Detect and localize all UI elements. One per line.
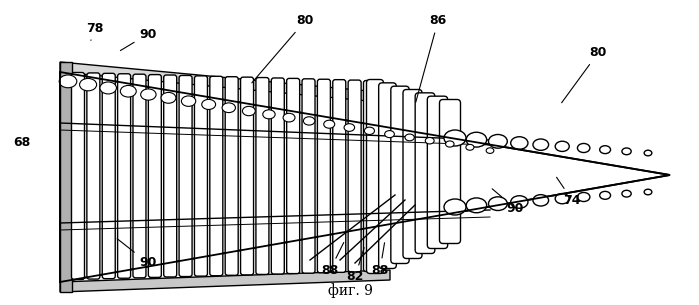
- Ellipse shape: [425, 138, 434, 144]
- Text: 82: 82: [346, 248, 364, 284]
- Ellipse shape: [140, 89, 156, 100]
- Ellipse shape: [364, 127, 375, 135]
- Text: 90: 90: [492, 189, 524, 214]
- FancyBboxPatch shape: [317, 79, 331, 273]
- Text: 86: 86: [416, 15, 447, 102]
- Ellipse shape: [489, 197, 507, 210]
- Text: 88: 88: [371, 243, 389, 277]
- Ellipse shape: [533, 139, 549, 150]
- Ellipse shape: [533, 195, 549, 206]
- Text: фиг. 9: фиг. 9: [328, 284, 373, 298]
- Polygon shape: [60, 62, 72, 292]
- Polygon shape: [60, 270, 390, 292]
- Ellipse shape: [622, 148, 631, 155]
- Ellipse shape: [466, 144, 474, 150]
- Ellipse shape: [243, 106, 255, 116]
- FancyBboxPatch shape: [194, 76, 208, 276]
- Text: 90: 90: [120, 27, 157, 51]
- Ellipse shape: [324, 120, 335, 128]
- Ellipse shape: [555, 141, 569, 152]
- Ellipse shape: [384, 131, 394, 138]
- FancyBboxPatch shape: [348, 80, 361, 272]
- Ellipse shape: [80, 78, 96, 91]
- Ellipse shape: [120, 85, 136, 97]
- Ellipse shape: [181, 96, 196, 106]
- Ellipse shape: [466, 132, 487, 147]
- FancyBboxPatch shape: [271, 78, 284, 274]
- FancyBboxPatch shape: [133, 74, 146, 278]
- FancyBboxPatch shape: [179, 75, 192, 277]
- FancyBboxPatch shape: [415, 93, 435, 253]
- FancyBboxPatch shape: [427, 96, 447, 249]
- Ellipse shape: [222, 103, 236, 113]
- FancyBboxPatch shape: [333, 80, 346, 272]
- Ellipse shape: [283, 113, 295, 122]
- FancyBboxPatch shape: [379, 83, 396, 268]
- Text: 78: 78: [86, 21, 103, 40]
- Ellipse shape: [511, 137, 528, 149]
- Ellipse shape: [511, 196, 528, 208]
- Ellipse shape: [405, 134, 415, 141]
- Ellipse shape: [600, 191, 610, 199]
- FancyBboxPatch shape: [440, 99, 461, 243]
- Text: 88: 88: [322, 242, 344, 277]
- Text: 80: 80: [561, 46, 607, 103]
- Text: 74: 74: [556, 177, 581, 206]
- FancyBboxPatch shape: [102, 73, 115, 279]
- FancyBboxPatch shape: [117, 74, 131, 278]
- Ellipse shape: [644, 150, 652, 156]
- Ellipse shape: [577, 192, 590, 202]
- Ellipse shape: [263, 110, 275, 119]
- FancyBboxPatch shape: [225, 77, 238, 275]
- FancyBboxPatch shape: [403, 89, 422, 259]
- Text: 68: 68: [13, 137, 31, 149]
- Ellipse shape: [600, 146, 610, 154]
- Ellipse shape: [161, 92, 176, 103]
- FancyBboxPatch shape: [256, 77, 269, 274]
- FancyBboxPatch shape: [71, 73, 85, 279]
- Ellipse shape: [445, 141, 454, 147]
- Ellipse shape: [444, 199, 466, 215]
- Ellipse shape: [555, 194, 569, 204]
- Text: 90: 90: [117, 239, 157, 270]
- FancyBboxPatch shape: [87, 73, 100, 279]
- FancyBboxPatch shape: [210, 76, 223, 276]
- FancyBboxPatch shape: [287, 78, 300, 274]
- Text: 80: 80: [252, 15, 314, 83]
- FancyBboxPatch shape: [164, 75, 177, 277]
- Ellipse shape: [486, 148, 494, 153]
- Ellipse shape: [644, 189, 652, 195]
- Ellipse shape: [303, 117, 315, 125]
- Ellipse shape: [202, 99, 215, 109]
- Ellipse shape: [466, 198, 487, 213]
- Ellipse shape: [344, 124, 354, 131]
- Polygon shape: [60, 62, 390, 103]
- Ellipse shape: [577, 143, 590, 152]
- Ellipse shape: [59, 75, 77, 88]
- FancyBboxPatch shape: [391, 86, 409, 264]
- FancyBboxPatch shape: [366, 80, 384, 274]
- Ellipse shape: [622, 190, 631, 197]
- FancyBboxPatch shape: [363, 81, 377, 271]
- FancyBboxPatch shape: [240, 77, 254, 275]
- FancyBboxPatch shape: [148, 75, 161, 277]
- Ellipse shape: [444, 130, 466, 146]
- FancyBboxPatch shape: [302, 79, 315, 273]
- Polygon shape: [60, 72, 670, 282]
- Ellipse shape: [100, 82, 117, 94]
- Ellipse shape: [489, 135, 507, 148]
